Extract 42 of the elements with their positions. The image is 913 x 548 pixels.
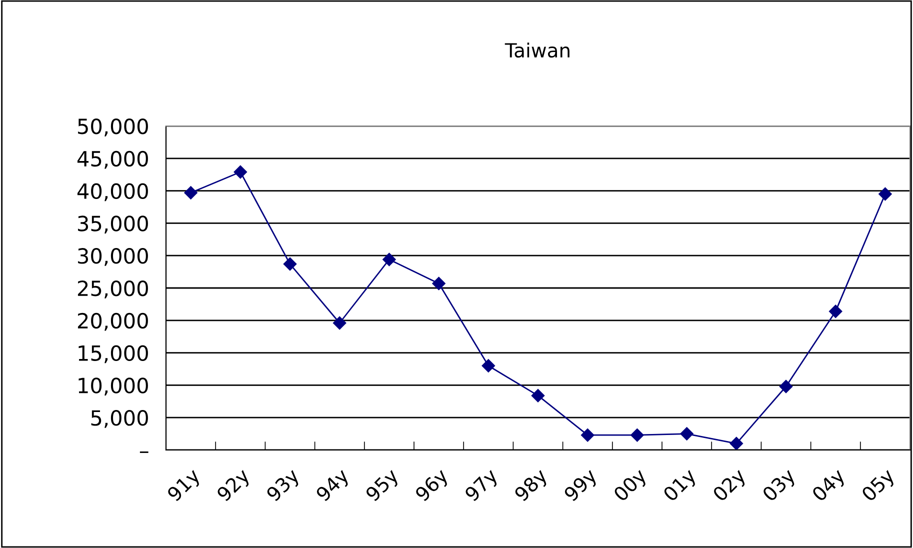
y-tick-label: 35,000 [78, 216, 148, 234]
y-tick-label: – [140, 451, 148, 453]
y-tick-label: 50,000 [78, 118, 148, 136]
y-tick-label: 5,000 [91, 410, 148, 428]
x-tick-label: 98y [513, 467, 551, 505]
x-tick-label: 03y [762, 467, 799, 505]
x-tick-label: 95y [364, 467, 402, 505]
point [581, 428, 594, 442]
point [630, 428, 644, 442]
y-tick-label: 20,000 [78, 312, 148, 331]
point [234, 165, 247, 179]
x-tick-label: 99y [563, 467, 600, 505]
point [730, 436, 743, 450]
point [829, 304, 842, 318]
point [432, 276, 446, 290]
point [531, 388, 545, 402]
point [878, 187, 892, 201]
x-tick-label: 96y [414, 467, 452, 505]
x-tick-label: 92y [216, 467, 254, 505]
point [333, 316, 346, 330]
point [382, 252, 396, 266]
x-tick-label: 04y [811, 467, 848, 505]
x-tick-label: 91y [166, 467, 204, 505]
point [779, 380, 793, 394]
x-tick-label: 97y [464, 467, 502, 505]
x-tick-label: 05y [860, 467, 898, 505]
point [680, 427, 694, 440]
y-tick-label: 15,000 [78, 345, 148, 364]
y-tick-label: 25,000 [78, 280, 148, 298]
x-tick-label: 00y [612, 467, 650, 505]
point [283, 257, 297, 271]
x-tick-label: 01y [662, 467, 700, 505]
y-tick-label: 10,000 [78, 378, 148, 396]
point [184, 186, 198, 200]
x-tick-label: 94y [315, 467, 352, 505]
y-tick-label: 45,000 [77, 150, 148, 169]
y-tick-label: 30,000 [78, 248, 148, 266]
chart-title: Taiwan [504, 42, 570, 58]
point [482, 359, 495, 372]
y-tick-label: 40,000 [77, 183, 148, 202]
x-tick-label: 93y [265, 467, 303, 505]
x-tick-label: 02y [712, 467, 750, 505]
